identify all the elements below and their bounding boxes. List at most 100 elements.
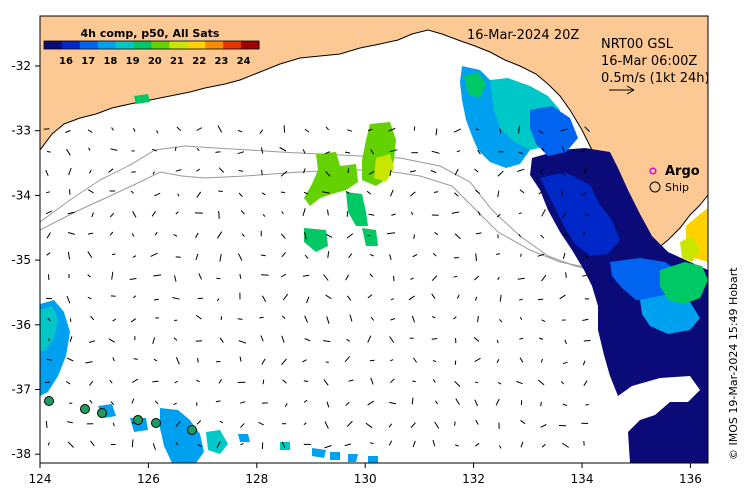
current-vector xyxy=(154,192,161,197)
current-vector xyxy=(195,340,203,342)
current-vector xyxy=(260,254,266,257)
current-vector xyxy=(432,439,436,447)
current-vector xyxy=(475,232,482,235)
current-vector xyxy=(584,126,590,132)
current-vector xyxy=(345,274,350,281)
current-vector xyxy=(474,357,481,363)
current-vector xyxy=(240,423,245,428)
current-vector xyxy=(346,295,352,301)
current-vector xyxy=(175,441,179,446)
current-vector xyxy=(454,168,459,176)
current-vector xyxy=(196,168,201,172)
current-vector xyxy=(110,401,115,406)
current-vector xyxy=(133,295,137,299)
y-tick-label: -34 xyxy=(11,188,31,202)
current-vector xyxy=(560,172,566,176)
current-vector xyxy=(454,192,459,197)
current-vector xyxy=(517,277,525,280)
current-vector xyxy=(88,189,94,194)
current-vector xyxy=(110,148,118,151)
current-vector xyxy=(585,404,589,406)
current-vector xyxy=(327,251,330,258)
current-vector xyxy=(367,294,373,299)
current-vector xyxy=(325,294,332,300)
current-vector xyxy=(324,421,329,429)
current-vector xyxy=(239,356,242,362)
current-vector xyxy=(370,377,374,385)
ship-marker xyxy=(97,408,107,418)
current-info-line1: NRT00 GSL xyxy=(601,37,674,52)
argo-legend-label: Argo xyxy=(665,164,700,179)
current-vector xyxy=(219,254,222,262)
current-vector xyxy=(195,253,199,261)
current-vector xyxy=(412,380,416,383)
current-vector xyxy=(303,380,309,382)
colorbar-swatch xyxy=(97,41,117,49)
current-vector xyxy=(474,168,479,173)
current-vector xyxy=(565,272,567,278)
colorbar-swatch xyxy=(241,41,260,49)
current-vector xyxy=(280,273,287,278)
current-vector xyxy=(130,318,137,323)
current-vector xyxy=(154,231,158,236)
current-vector xyxy=(475,253,477,262)
current-vector xyxy=(237,129,243,133)
current-vector xyxy=(344,356,350,363)
current-vector xyxy=(497,190,500,198)
current-vector xyxy=(112,422,115,427)
current-vector xyxy=(175,357,180,365)
current-vector xyxy=(408,295,415,301)
date-label: 16-Mar-2024 20Z xyxy=(467,28,579,43)
current-vector xyxy=(541,319,546,323)
x-tick-label: 124 xyxy=(29,472,52,486)
current-vector xyxy=(562,252,566,260)
current-vector xyxy=(69,336,73,342)
current-vector xyxy=(413,234,416,239)
current-vector xyxy=(454,233,461,240)
colorbar-swatch xyxy=(205,41,224,49)
current-vector xyxy=(47,317,51,322)
current-vector xyxy=(389,401,397,405)
current-vector xyxy=(539,169,544,173)
current-vector xyxy=(582,318,589,321)
current-vector xyxy=(302,149,306,154)
current-vector xyxy=(87,232,94,235)
current-vector xyxy=(520,419,526,425)
current-vector xyxy=(496,358,500,363)
current-vector xyxy=(282,379,287,384)
current-vector xyxy=(131,398,135,404)
current-vector xyxy=(284,402,288,407)
current-vector xyxy=(496,339,499,344)
current-vector xyxy=(583,231,585,236)
current-vector xyxy=(282,293,289,301)
current-vector xyxy=(325,151,331,154)
current-vector xyxy=(259,129,264,134)
current-vector xyxy=(150,252,158,257)
current-vector xyxy=(133,358,138,360)
current-vector xyxy=(541,209,546,217)
current-vector xyxy=(152,337,156,344)
current-vector xyxy=(87,274,91,278)
current-vector xyxy=(66,148,71,156)
current-vector xyxy=(237,318,243,320)
current-vector xyxy=(108,168,114,173)
current-vector xyxy=(344,443,352,447)
current-vector xyxy=(410,191,416,197)
current-vector xyxy=(435,128,438,136)
current-vector xyxy=(561,381,564,385)
ship-marker xyxy=(133,415,143,425)
current-vector xyxy=(88,340,96,343)
current-vector xyxy=(238,192,243,197)
current-vector xyxy=(237,151,245,155)
current-vector xyxy=(455,398,460,405)
current-vector xyxy=(87,129,93,133)
current-vector xyxy=(365,422,373,429)
current-vector xyxy=(195,314,202,320)
current-vector xyxy=(87,251,93,258)
colorbar-title: 4h comp, p50, All Sats xyxy=(81,27,220,40)
ship-marker xyxy=(44,396,54,406)
y-tick-label: -33 xyxy=(11,124,31,138)
colorbar-tick-label: 20 xyxy=(148,56,162,67)
current-vector xyxy=(132,211,137,218)
current-vector xyxy=(304,338,311,342)
